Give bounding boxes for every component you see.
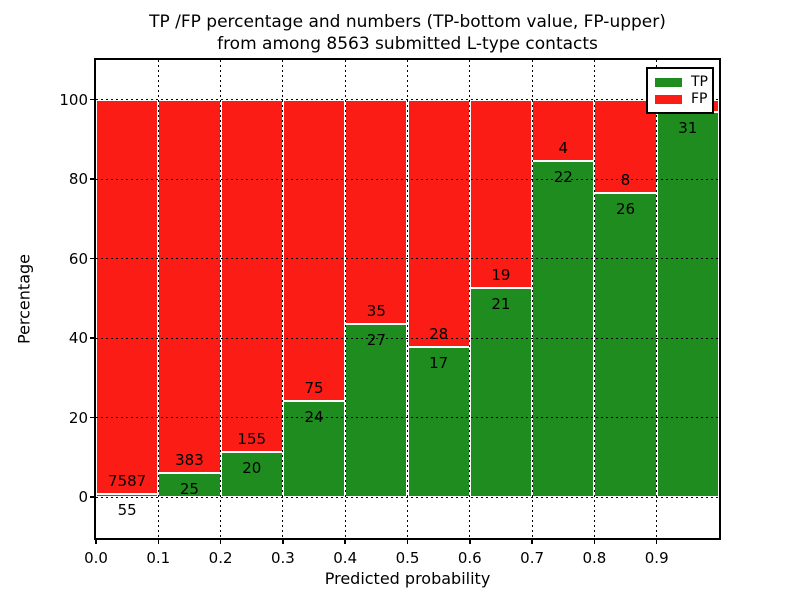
tp-count-label-1: 25	[179, 479, 199, 498]
grid-line-horizontal	[96, 99, 719, 101]
x-tick-mark-2	[219, 540, 222, 544]
fp-count-label-4: 35	[366, 302, 386, 321]
x-tick-mark-7	[531, 540, 533, 544]
y-tick-mark-3	[90, 257, 94, 260]
tp-count-label-8: 26	[616, 200, 636, 219]
fp-count-label-1: 383	[175, 450, 204, 469]
x-tick-mark-5	[406, 540, 409, 544]
grid-line-vertical	[407, 60, 408, 538]
grid-line-horizontal	[96, 178, 719, 180]
bar-tp-1	[158, 472, 221, 498]
x-tick-label-4: 0.4	[333, 549, 358, 567]
bar-tp-8	[594, 193, 657, 498]
tp-count-label-5: 17	[429, 353, 449, 372]
bar-tp-2	[220, 451, 283, 498]
y-tick-label-0: 0	[78, 488, 88, 507]
y-tick-label-3: 60	[68, 249, 88, 268]
bar-tp-6	[469, 288, 533, 498]
y-tick-mark-4	[90, 178, 94, 180]
bar-tp-4	[345, 324, 408, 498]
legend-item-fp: FP	[655, 91, 708, 107]
y-tick-label-1: 20	[68, 408, 88, 427]
fp-count-label-8: 8	[620, 171, 631, 190]
grid-line-vertical	[157, 60, 159, 538]
legend-swatch-fp	[655, 94, 682, 104]
grid-line-vertical	[593, 60, 595, 538]
tp-count-label-3: 24	[304, 407, 324, 426]
x-tick-label-3: 0.3	[270, 549, 295, 567]
tp-count-label-2: 20	[242, 458, 262, 477]
grid-line-vertical	[282, 60, 284, 538]
x-tick-mark-1	[157, 540, 160, 544]
x-tick-label-5: 0.5	[395, 549, 420, 567]
bar-tp-9	[656, 112, 719, 498]
x-tick-mark-6	[469, 540, 471, 544]
tp-count-label-0: 55	[117, 501, 137, 520]
legend-item-tp: TP	[655, 74, 708, 90]
tp-count-label-6: 21	[491, 295, 511, 314]
fp-count-label-0: 7587	[108, 472, 147, 491]
chart-title-line-2: from among 8563 submitted L-type contact…	[217, 34, 598, 54]
x-tick-label-7: 0.7	[520, 549, 545, 567]
bar-fp-6	[469, 99, 533, 289]
bar-tp-7	[532, 160, 595, 498]
x-tick-mark-9	[655, 540, 658, 544]
axis-frame	[94, 58, 721, 540]
y-tick-mark-2	[90, 337, 94, 339]
x-tick-mark-0	[95, 540, 97, 544]
x-tick-label-6: 0.6	[457, 549, 482, 567]
fp-count-label-2: 155	[237, 429, 267, 448]
fp-count-label-7: 4	[558, 138, 569, 157]
grid-line-vertical	[656, 60, 658, 538]
y-tick-label-2: 40	[68, 329, 88, 348]
bar-fp-4	[345, 99, 408, 325]
bar-fp-7	[532, 99, 595, 161]
tp-count-label-9: 31	[678, 119, 698, 138]
fp-count-label-5: 28	[429, 324, 449, 343]
bar-tp-5	[407, 346, 470, 498]
legend-label-tp: TP	[691, 74, 708, 90]
legend-swatch-tp	[655, 77, 682, 87]
fp-count-label-6: 19	[491, 266, 511, 285]
x-tick-mark-8	[593, 540, 596, 544]
x-tick-mark-4	[344, 540, 346, 544]
grid-line-horizontal	[96, 496, 719, 498]
bar-fp-1	[158, 99, 221, 473]
grid-line-vertical	[469, 60, 471, 538]
y-tick-mark-1	[90, 416, 94, 419]
bar-tp-3	[282, 400, 346, 498]
bar-fp-2	[220, 99, 283, 452]
fp-count-label-3: 75	[304, 378, 324, 397]
x-tick-label-9: 0.9	[644, 549, 669, 567]
chart-title: TP /FP percentage and numbers (TP-bottom…	[96, 11, 719, 55]
grid-line-horizontal	[96, 417, 719, 419]
x-tick-label-8: 0.8	[582, 549, 607, 567]
chart-title-line-1: TP /FP percentage and numbers (TP-bottom…	[149, 12, 666, 32]
legend-label-fp: FP	[691, 91, 708, 107]
y-axis-label: Percentage	[14, 253, 34, 345]
x-tick-label-1: 0.1	[146, 549, 171, 567]
tp-count-label-4: 27	[366, 331, 386, 350]
x-axis-label: Predicted probability	[324, 569, 491, 588]
grid-line-horizontal	[96, 337, 719, 339]
grid-line-vertical	[531, 60, 533, 538]
y-tick-label-4: 80	[68, 170, 88, 189]
x-tick-mark-3	[282, 540, 284, 544]
bar-fp-8	[594, 99, 657, 194]
grid-line-vertical	[344, 60, 346, 538]
x-tick-label-0: 0.0	[84, 549, 108, 567]
bar-fp-3	[282, 99, 346, 401]
y-tick-label-5: 100	[59, 90, 88, 109]
tp-count-label-7: 22	[553, 167, 573, 186]
bar-fp-5	[407, 99, 470, 347]
y-tick-mark-5	[90, 98, 94, 101]
grid-line-vertical	[220, 60, 222, 538]
y-tick-mark-0	[90, 496, 94, 498]
grid-line-horizontal	[96, 258, 719, 260]
legend: TP FP	[646, 67, 714, 114]
x-tick-label-2: 0.2	[208, 549, 233, 567]
bar-fp-0	[96, 99, 159, 495]
